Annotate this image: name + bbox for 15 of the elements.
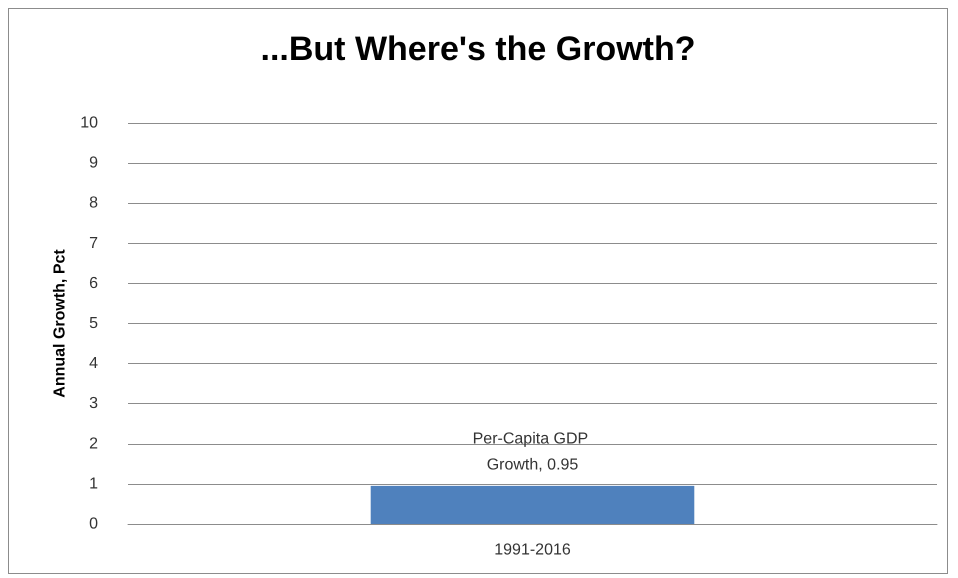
x-tick-label: 1991-2016 — [494, 542, 571, 558]
y-tick-label: 8 — [89, 194, 98, 212]
y-tick-label: 9 — [89, 154, 98, 172]
y-tick-label: 10 — [80, 114, 98, 132]
y-tick-label: 4 — [89, 355, 98, 372]
y-tick-label: 6 — [89, 274, 98, 292]
y-tick-label: 2 — [89, 435, 98, 452]
y-tick-label: 1 — [89, 475, 98, 492]
y-tick-label: 3 — [89, 395, 98, 412]
y-tick-label: 0 — [89, 516, 98, 532]
data-label: Per-Capita GDP Growth, 0.95 — [472, 430, 592, 474]
chart-title: ...But Where's the Growth? — [260, 30, 696, 68]
y-axis-title: Annual Growth, Pct — [52, 248, 68, 398]
y-tick-label: 7 — [89, 234, 98, 252]
y-tick-label: 5 — [89, 315, 98, 332]
